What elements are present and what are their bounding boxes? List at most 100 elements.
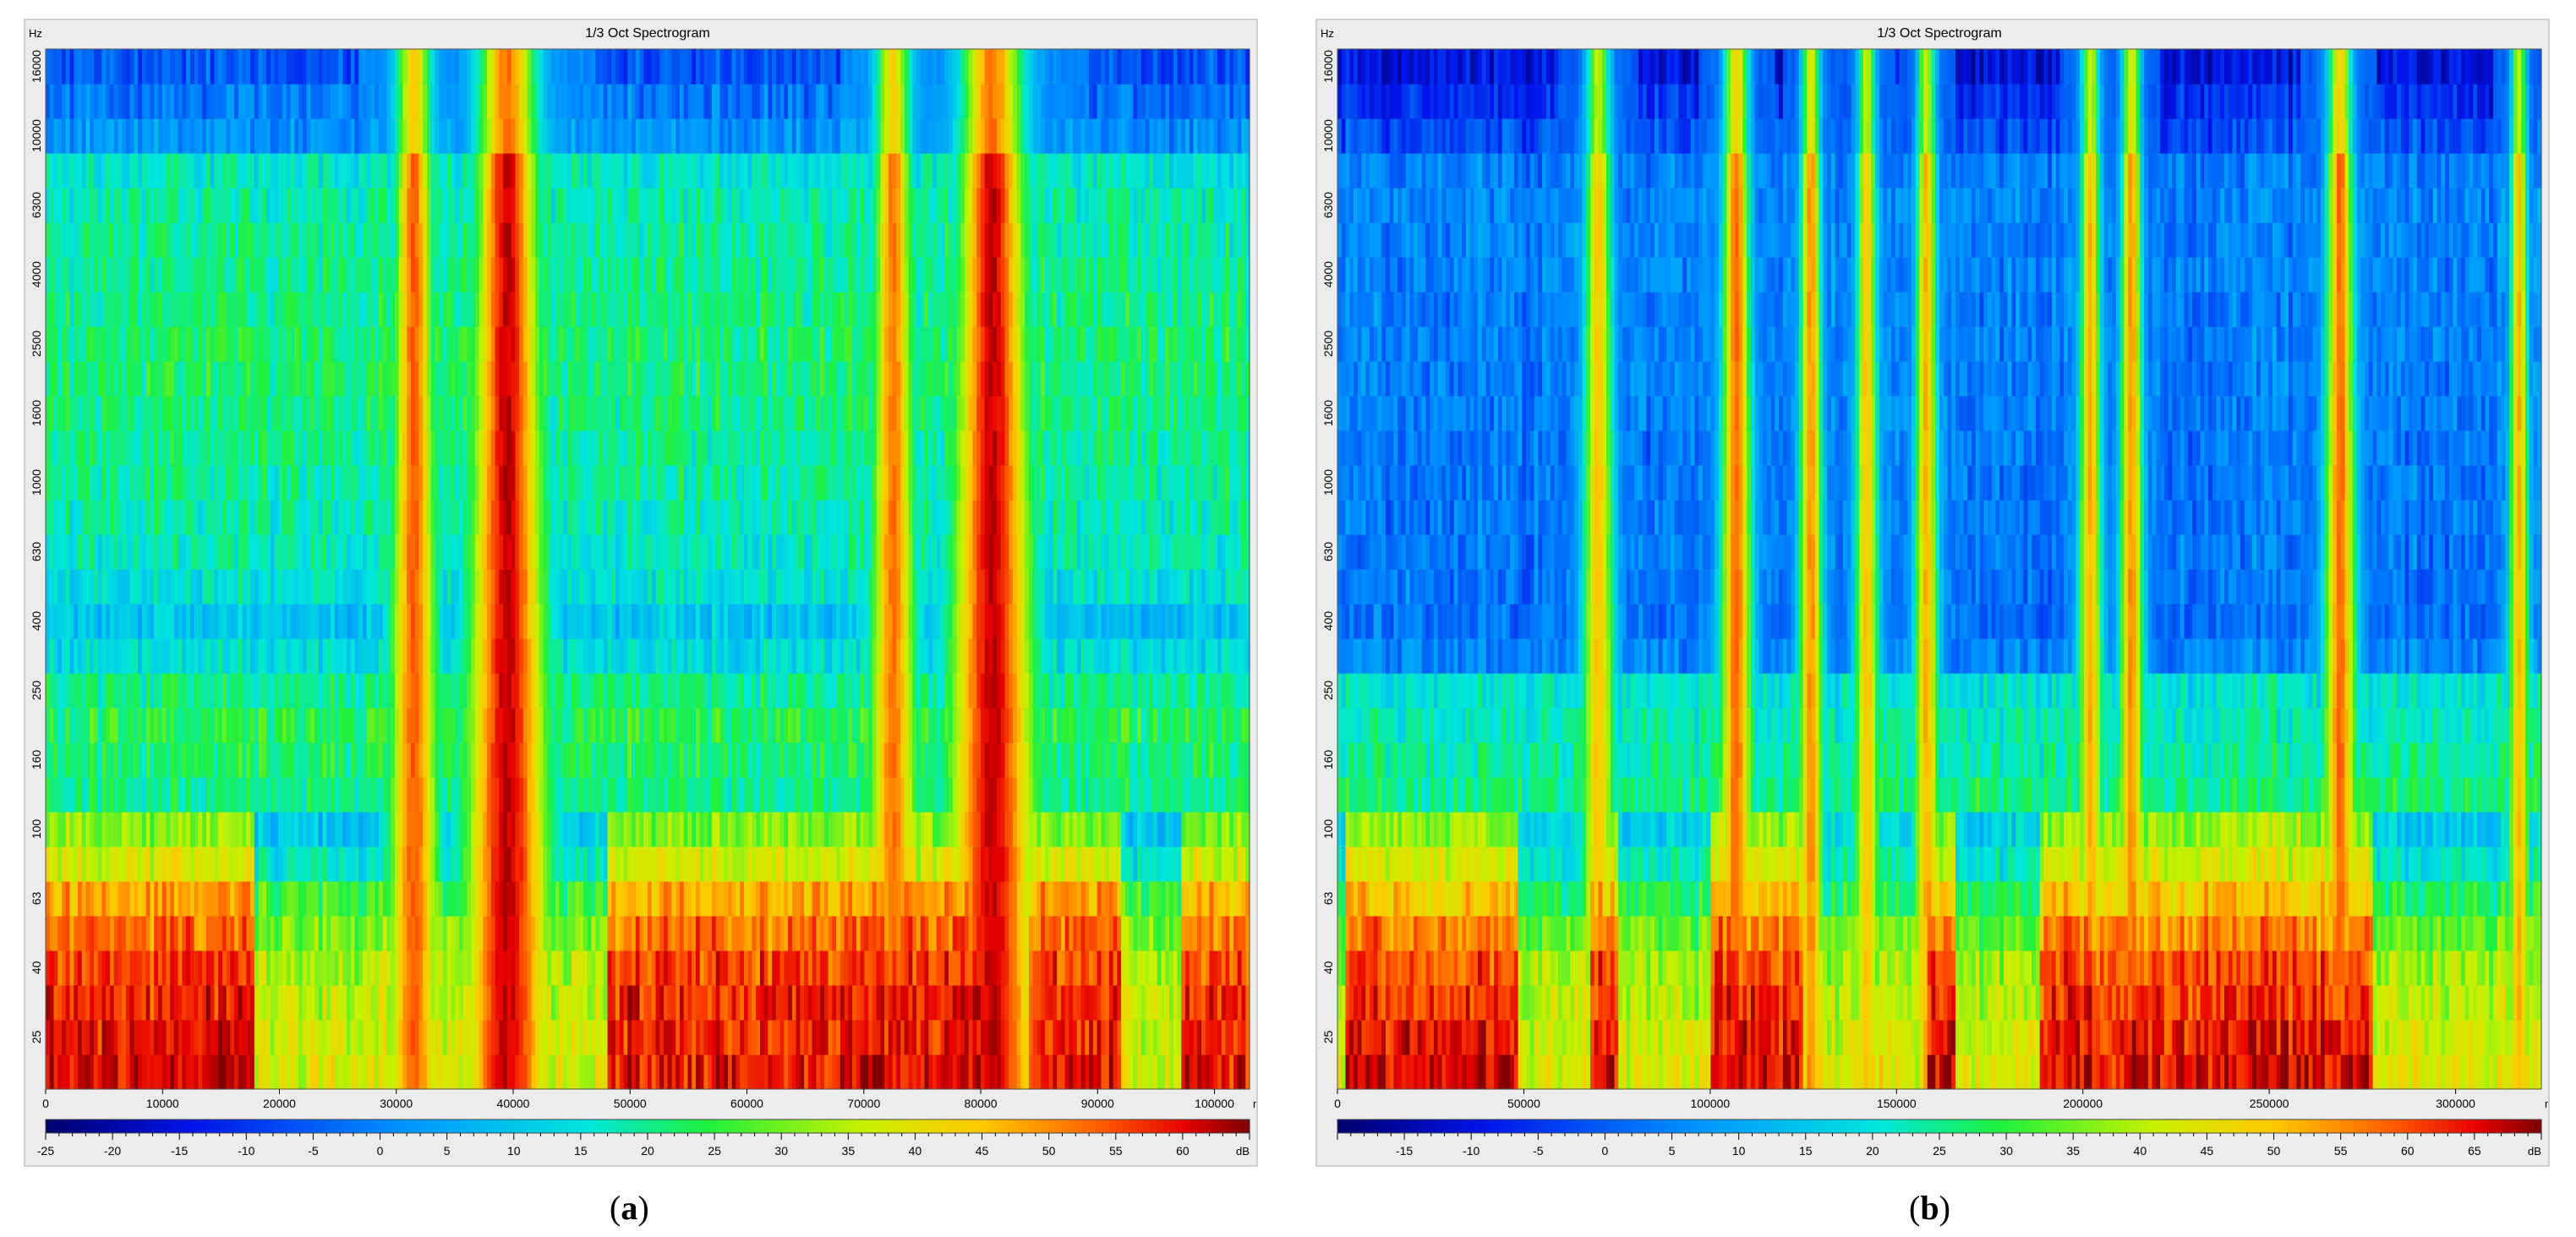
heatmap-cell: [423, 742, 428, 778]
heatmap-cell: [266, 84, 271, 119]
heatmap-cell: [74, 118, 79, 154]
heatmap-cell: [607, 950, 612, 986]
heatmap-cell: [687, 985, 692, 1021]
heatmap-cell: [161, 465, 167, 501]
heatmap-cell: [619, 361, 625, 397]
heatmap-cell: [599, 742, 604, 778]
heatmap-cell: [198, 361, 203, 397]
heatmap-cell: [435, 708, 440, 743]
heatmap-cell: [398, 430, 404, 466]
heatmap-cell: [555, 881, 561, 917]
heatmap-cell: [506, 292, 512, 327]
heatmap-cell: [663, 950, 669, 986]
heatmap-cell: [394, 708, 400, 743]
heatmap-cell: [358, 153, 364, 189]
heatmap-cell: [675, 534, 681, 570]
heatmap-cell: [410, 257, 416, 293]
heatmap-cell: [547, 742, 552, 778]
heatmap-cell: [218, 742, 223, 778]
heatmap-cell: [490, 604, 496, 639]
heatmap-cell: [342, 708, 347, 743]
heatmap-cell: [222, 708, 227, 743]
heatmap-cell: [615, 604, 621, 639]
heatmap-cell: [342, 1020, 347, 1055]
heatmap-cell: [547, 84, 552, 119]
heatmap-cell: [122, 812, 127, 847]
heatmap-cell: [77, 673, 83, 709]
heatmap-cell: [479, 916, 484, 951]
heatmap-cell: [214, 673, 219, 709]
heatmap-cell: [157, 188, 163, 223]
heatmap-cell: [435, 950, 440, 986]
heatmap-cell: [391, 708, 396, 743]
heatmap-cell: [683, 257, 689, 293]
heatmap-cell: [611, 846, 616, 882]
heatmap-cell: [467, 430, 472, 466]
heatmap-cell: [375, 500, 380, 535]
heatmap-cell: [254, 257, 260, 293]
heatmap-cell: [161, 673, 167, 709]
heatmap-cell: [90, 257, 95, 293]
heatmap-cell: [551, 985, 556, 1021]
heatmap-cell: [230, 638, 235, 674]
heatmap-cell: [651, 292, 657, 327]
heatmap-cell: [531, 1054, 536, 1090]
heatmap-cell: [599, 188, 604, 223]
heatmap-cell: [122, 604, 127, 639]
heatmap-cell: [118, 396, 123, 431]
heatmap-cell: [53, 638, 58, 674]
heatmap-cell: [81, 950, 87, 986]
heatmap-cell: [125, 846, 131, 882]
heatmap-cell: [198, 673, 203, 709]
heatmap-cell: [101, 153, 107, 189]
heatmap-cell: [69, 604, 74, 639]
heatmap-cell: [326, 257, 331, 293]
heatmap-cell: [391, 638, 396, 674]
heatmap-cell: [535, 222, 540, 258]
heatmap-cell: [238, 638, 243, 674]
heatmap-cell: [210, 742, 215, 778]
heatmap-cell: [266, 916, 271, 951]
heatmap-cell: [125, 569, 131, 605]
heatmap-cell: [49, 742, 55, 778]
heatmap-cell: [651, 950, 657, 986]
heatmap-cell: [77, 1054, 83, 1090]
heatmap-cell: [442, 985, 448, 1021]
heatmap-cell: [426, 257, 432, 293]
heatmap-cell: [499, 465, 504, 501]
heatmap-cell: [378, 950, 384, 986]
heatmap-cell: [423, 396, 428, 431]
heatmap-cell: [423, 534, 428, 570]
heatmap-cell: [467, 1020, 472, 1055]
heatmap-cell: [358, 292, 364, 327]
heatmap-cell: [129, 153, 135, 189]
heatmap-cell: [302, 257, 308, 293]
heatmap-cell: [270, 84, 276, 119]
heatmap-cell: [81, 1054, 87, 1090]
heatmap-cell: [511, 534, 516, 570]
heatmap-cell: [675, 222, 681, 258]
heatmap-cell: [471, 916, 476, 951]
heatmap-cell: [458, 985, 464, 1021]
heatmap-cell: [186, 118, 191, 154]
heatmap-cell: [587, 361, 593, 397]
heatmap-cell: [651, 326, 657, 362]
heatmap-cell: [632, 500, 637, 535]
heatmap-cell: [495, 222, 500, 258]
heatmap-cell: [366, 396, 372, 431]
heatmap-cell: [166, 465, 171, 501]
heatmap-cell: [57, 916, 63, 951]
heatmap-cell: [442, 188, 448, 223]
heatmap-cell: [623, 812, 628, 847]
heatmap-cell: [591, 916, 596, 951]
heatmap-cell: [154, 777, 159, 813]
heatmap-cell: [230, 361, 235, 397]
heatmap-cell: [659, 916, 665, 951]
heatmap-cell: [559, 361, 564, 397]
heatmap-cell: [479, 257, 484, 293]
heatmap-cell: [194, 1054, 199, 1090]
heatmap-cell: [49, 604, 55, 639]
heatmap-cell: [141, 708, 147, 743]
heatmap-cell: [667, 638, 673, 674]
heatmap-cell: [575, 569, 580, 605]
